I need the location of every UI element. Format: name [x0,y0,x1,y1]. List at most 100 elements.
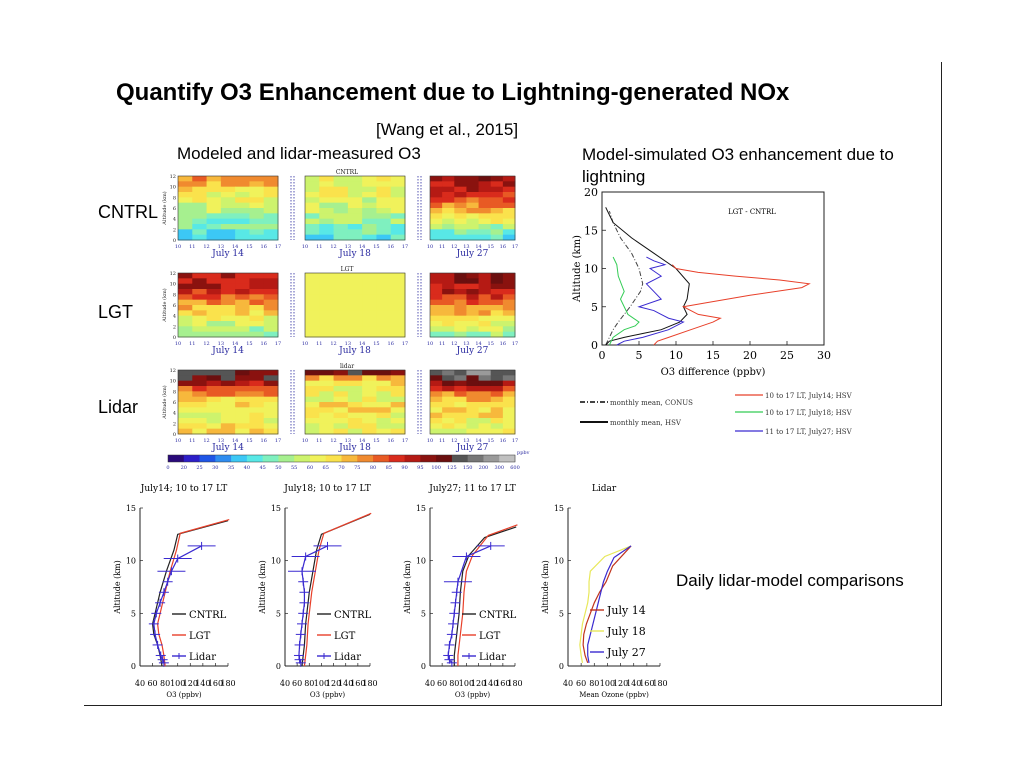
heatmap-cell [235,375,250,382]
heatmap-cell [454,380,467,387]
heatmap-cell [347,273,363,279]
heatmap-cell [478,407,492,414]
heatmap-cell [478,283,492,290]
heatmap-cell [502,289,516,295]
heatmap-cell [430,289,443,295]
heatmap-cell [235,380,250,387]
heatmap-cell [206,321,222,327]
heatmap-cell [178,402,193,408]
heatmap-cell [249,176,265,182]
heatmap-cell [490,294,504,301]
heatmap-cell [347,396,363,403]
heatmap-cell [206,234,222,241]
heatmap-cell [263,375,279,382]
heatmap-cell [490,412,504,419]
heatmap-cell [390,391,406,398]
heatmap-cell [192,234,208,241]
heatmap-ytick: 0 [173,335,176,341]
heatmap-cell [430,299,443,306]
heatmap-cell [235,299,250,306]
heatmap-ytick: 12 [170,174,176,180]
heatmap-cell [390,229,406,236]
heatmap-hour-tick: 10 [175,438,181,444]
heatmap-cell [333,423,349,430]
heatmap-cell [178,273,193,279]
heatmap-cell [478,202,492,209]
heatmap-cell [305,412,320,419]
heatmap-cell [319,305,335,311]
heatmap-cell [333,315,349,322]
heatmap-hour-tick: 13 [218,244,224,250]
colorbar-swatch [168,455,185,462]
profile-xtick: 80 [449,679,459,688]
heatmap-cell [305,181,320,188]
heatmap-cell [305,278,320,285]
heatmap-cell [206,380,222,387]
heatmap-hour-tick: 11 [189,341,195,347]
heatmap-cell [319,229,335,236]
heatmap-cell [454,176,467,182]
heatmap-cell [502,202,516,209]
heatmap-cell [249,315,265,322]
heatmap-cell [178,176,193,182]
heatmap-cell [442,192,455,198]
heatmap-cell [390,315,406,322]
heatmap-cell [347,224,363,230]
heatmap-cell [333,418,349,424]
heatmap-cell [263,278,279,285]
heatmap-cell [362,375,377,382]
heatmap-cell [333,181,349,188]
colorbar-swatch [404,455,421,462]
heatmap-date-label: July 27 [456,249,489,259]
profile-ytick: 10 [271,557,281,566]
heatmap-cell [263,229,279,236]
heatmap-cell [263,402,279,408]
heatmap-cell [362,278,377,285]
heatmap-cell [249,310,265,317]
heatmap-cell [347,213,363,220]
heatmap-hour-tick: 14 [475,438,481,444]
colorbar-tick: 85 [386,465,392,471]
heatmap-cell [333,213,349,220]
heatmap-cell [454,192,467,198]
heatmap-hour-tick: 16 [388,341,394,347]
heatmap-cell [478,396,492,403]
heatmap-heading: Modeled and lidar-measured O3 [177,144,421,163]
heatmap-cell [319,310,335,317]
heatmap-cell [376,331,392,338]
heatmap-hour-tick: 10 [302,244,308,250]
heatmap-cell [249,192,265,198]
heatmap-cell [263,283,279,290]
heatmap-cell [333,396,349,403]
heatmap-cell [454,407,467,414]
heatmap-cell [347,428,363,435]
heatmap-cell [390,294,406,301]
heatmap-cell [333,234,349,241]
heatmap-cell [192,402,208,408]
heatmap-cell [347,315,363,322]
heatmap-cell [192,423,208,430]
heatmap-cell [390,192,406,198]
heatmap-cell [319,418,335,424]
heatmap-cell [206,202,222,209]
profile-ytick: 5 [276,609,281,618]
heatmap-cell [478,181,492,188]
profile-legend-label: LGT [479,631,501,642]
heatmap-hour-tick: 16 [388,244,394,250]
profile-xtick: 100 [170,679,185,688]
heatmap-cell [206,186,222,193]
heatmap-hour-tick: 16 [261,341,267,347]
heatmap-hour-tick: 10 [427,244,433,250]
heatmap-cell [376,423,392,430]
heatmap-cell [430,331,443,338]
heatmap-cell [305,299,320,306]
heatmap-cell [333,192,349,198]
heatmap-cell [347,331,363,338]
heatmap-hour-tick: 12 [203,341,209,347]
heatmap-cell [430,234,443,241]
heatmap-cell [454,305,467,311]
heatmap-hour-tick: 16 [261,438,267,444]
heatmap-cell [206,396,222,403]
heatmap-cell [502,218,516,225]
colorbar-tick: 55 [291,465,297,471]
